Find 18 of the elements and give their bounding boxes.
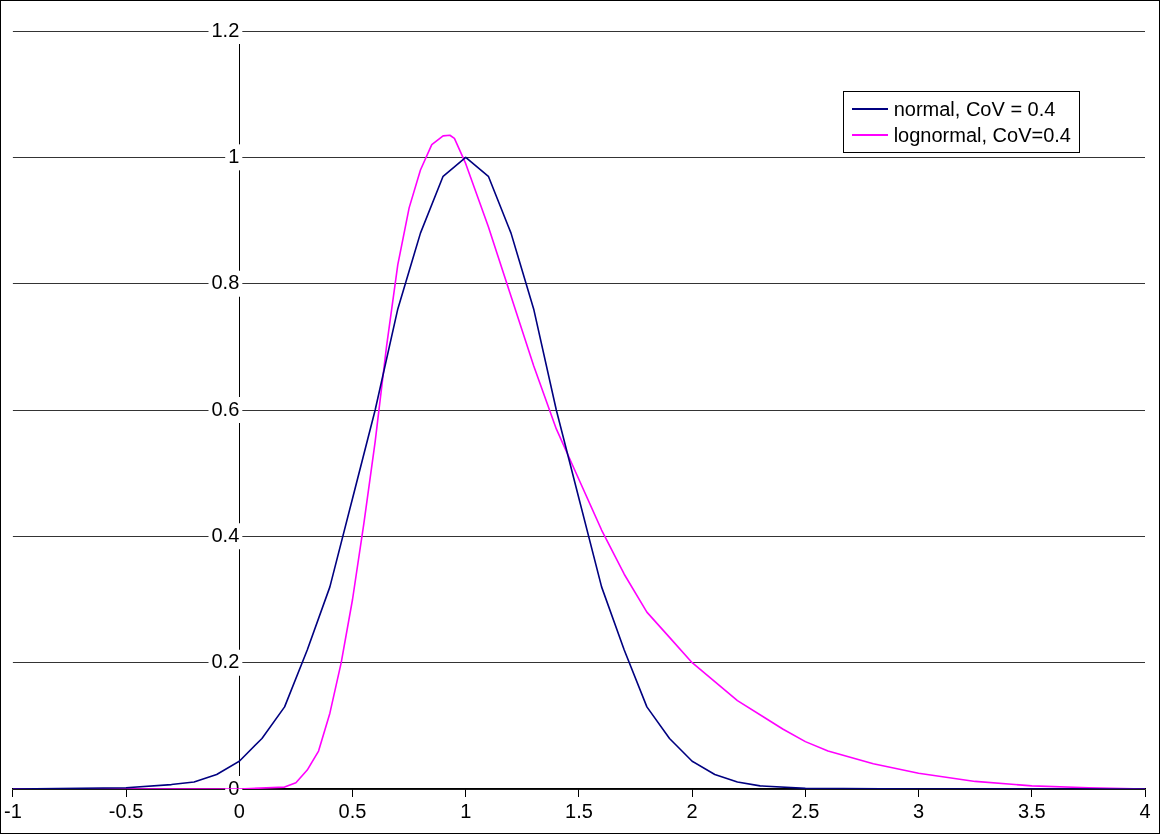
legend-label: normal, CoV = 0.4 — [893, 97, 1056, 121]
x-tick-label: 3 — [913, 799, 925, 822]
y-tick-label: 1 — [228, 144, 240, 167]
x-tick-label: 3.5 — [1017, 799, 1046, 822]
legend-label: lognormal, CoV=0.4 — [893, 123, 1071, 147]
y-tick-label: 1.2 — [211, 18, 240, 41]
x-tick-label: 1 — [460, 799, 472, 822]
x-tick-label: 0.5 — [338, 799, 367, 822]
x-tick-label: -1 — [3, 799, 22, 822]
y-tick-label: 0.4 — [211, 523, 240, 546]
x-tick-label: 2 — [686, 799, 698, 822]
x-tick-label: 1.5 — [565, 799, 593, 822]
x-tick-label: -0.5 — [108, 799, 144, 822]
y-tick-label: 0.2 — [211, 650, 240, 673]
x-tick-label: 2.5 — [791, 799, 820, 822]
x-tick-label: 4 — [1139, 799, 1151, 822]
y-tick-label: 0.8 — [211, 271, 240, 294]
y-tick-label: 0.6 — [211, 397, 240, 420]
